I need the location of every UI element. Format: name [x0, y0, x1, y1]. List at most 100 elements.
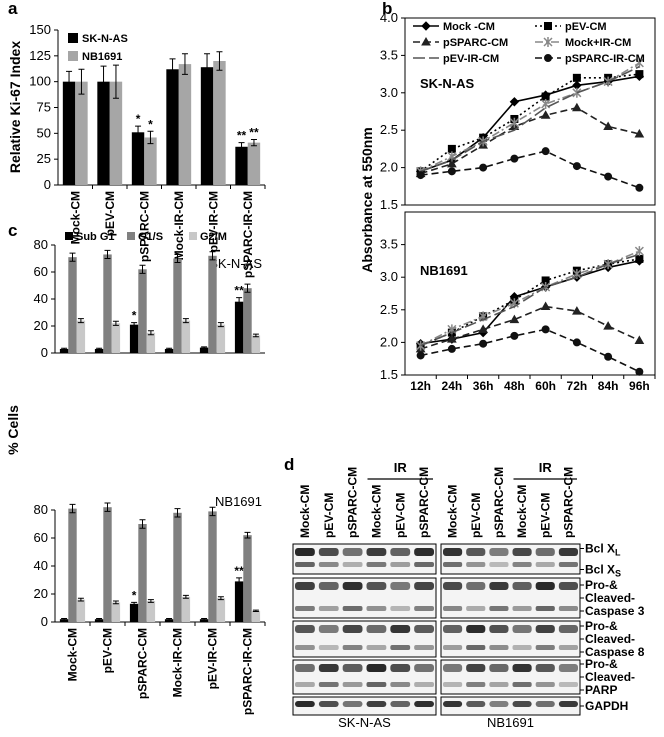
treatment-label: IR — [394, 460, 408, 475]
legend-label: NB1691 — [82, 51, 122, 63]
blot-band — [558, 606, 578, 611]
bar — [68, 257, 77, 353]
marker — [447, 344, 456, 353]
blot-band — [318, 645, 339, 650]
y-tick-label: 2.0 — [380, 334, 398, 349]
marker — [541, 325, 550, 334]
marker — [604, 172, 613, 181]
blot-strip — [292, 577, 437, 619]
x-tick-label: pEV-CM — [103, 191, 117, 236]
bar — [146, 601, 156, 622]
blot-band — [342, 645, 363, 650]
error-bar — [66, 70, 73, 93]
column-label: pSPARC-CM — [492, 467, 506, 538]
legend-label: G1/S — [138, 231, 163, 243]
error-bar — [174, 508, 181, 518]
x-tick-label: pEV-CM — [101, 628, 115, 673]
marker — [572, 102, 582, 112]
blot-band — [558, 682, 578, 687]
row-label: Cleaved- — [585, 632, 635, 646]
x-tick-label: 84h — [598, 379, 619, 393]
significance-label: * — [132, 588, 137, 602]
error-bar — [61, 618, 68, 621]
bar — [144, 137, 157, 185]
blot-band — [318, 682, 339, 687]
error-bar — [78, 68, 85, 95]
x-tick-label: 72h — [567, 379, 588, 393]
blot-band — [414, 582, 434, 590]
bar — [59, 619, 69, 622]
error-bar — [236, 297, 243, 307]
blot-band — [366, 582, 387, 590]
y-tick-label: 80 — [34, 237, 48, 252]
blot-band — [535, 582, 555, 590]
blot-strip — [292, 659, 437, 695]
legend-label: Sub G1 — [76, 231, 115, 243]
blot-band — [443, 606, 463, 611]
line — [420, 65, 640, 173]
error-bar — [169, 58, 176, 81]
row-label: Bcl XS — [585, 563, 621, 579]
bar — [103, 507, 112, 622]
blot-band — [466, 582, 486, 590]
y-tick-label: 2.0 — [380, 160, 398, 175]
bar — [131, 132, 145, 185]
marker — [540, 301, 551, 311]
row-label-sub: S — [615, 569, 621, 579]
error-bar — [201, 618, 208, 621]
row-label: Cleaved- — [585, 670, 635, 684]
blot-band — [366, 701, 387, 707]
bar — [247, 142, 261, 185]
legend-label: pSPARC-IR-CM — [565, 53, 645, 65]
blot-band — [414, 625, 434, 633]
row-label: Caspase 3 — [585, 604, 645, 618]
bar — [146, 332, 156, 353]
row-label: Bcl XL — [585, 542, 621, 558]
blot-band — [535, 548, 555, 556]
error-bar — [166, 618, 173, 621]
blot-band — [295, 625, 315, 633]
blot-band — [390, 682, 411, 687]
bar — [234, 581, 244, 622]
row-label-sub: L — [615, 548, 621, 558]
error-bar — [250, 139, 257, 147]
marker — [447, 158, 457, 168]
marker — [572, 338, 581, 347]
blot-band — [558, 664, 578, 672]
row-label-text: Bcl X — [585, 542, 615, 556]
blot-band — [390, 625, 411, 633]
blot-band — [443, 701, 463, 707]
marker — [541, 92, 550, 101]
significance-label: * — [136, 112, 141, 126]
blot-band — [342, 682, 363, 687]
marker — [635, 367, 644, 376]
x-tick-label: pSPARC-CM — [137, 191, 151, 262]
error-bar — [182, 318, 189, 324]
blot-band — [318, 625, 339, 633]
bar — [199, 347, 209, 353]
marker — [509, 117, 519, 128]
marker — [541, 147, 550, 156]
y-tick-label: 40 — [34, 558, 48, 573]
column-label: Mock-CM — [298, 485, 312, 538]
column-label: pSPARC-CM — [417, 467, 431, 538]
bar — [216, 324, 226, 353]
blot-band — [489, 664, 509, 672]
blot-band — [466, 625, 486, 633]
subtitle: NB1691 — [420, 263, 468, 278]
blot-band — [535, 682, 555, 687]
bar — [97, 81, 110, 185]
blot-strip — [440, 696, 581, 716]
error-bar — [244, 531, 251, 539]
row-label-text: Pro-& — [585, 578, 618, 592]
legend-swatch — [189, 232, 197, 240]
error-bar — [209, 506, 216, 517]
y-tick-label: 1.5 — [380, 367, 398, 382]
y-tick-label: 40 — [34, 291, 48, 306]
blot-band — [342, 701, 363, 707]
blot-band — [512, 625, 532, 633]
bar — [199, 619, 209, 622]
blot-band — [443, 664, 463, 672]
legend-label: pEV-CM — [565, 21, 607, 33]
error-bar — [209, 251, 216, 261]
